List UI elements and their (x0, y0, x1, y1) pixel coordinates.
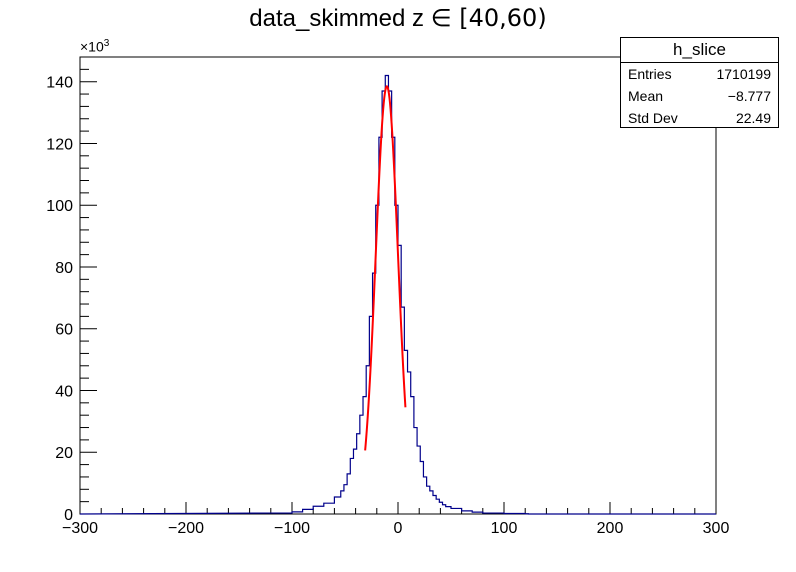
chart-title-text: data_skimmed z (249, 5, 425, 32)
stats-mean-value: −8.777 (727, 88, 771, 104)
y-tick-label: 120 (46, 136, 73, 153)
stats-entries-label: Entries (628, 66, 672, 82)
stats-entries-value: 1710199 (716, 66, 771, 82)
x-tick-label: 300 (703, 520, 730, 537)
x-tick-label: −300 (62, 520, 98, 537)
histogram-series (79, 74, 716, 515)
x-tick-label: −200 (168, 520, 204, 537)
x-tick-label: 100 (491, 520, 518, 537)
stats-entries-row: Entries 1710199 (621, 63, 778, 85)
stats-stddev-row: Std Dev 22.49 (621, 107, 778, 129)
y-multiplier-exp: 3 (103, 38, 110, 49)
y-tick-label: 140 (46, 75, 73, 92)
x-tick-label: 200 (597, 520, 624, 537)
stats-stddev-value: 22.49 (735, 110, 771, 126)
x-tick-label: −100 (274, 520, 310, 537)
stats-mean-row: Mean −8.777 (621, 85, 778, 107)
y-tick-label: 0 (64, 507, 73, 524)
y-multiplier: ×103 (80, 38, 109, 55)
y-tick-label: 20 (55, 445, 73, 462)
y-tick-label: 60 (55, 322, 73, 339)
chart-title-range: ∈ [40,60) (430, 4, 547, 32)
stats-mean-label: Mean (628, 88, 664, 104)
stats-stddev-label: Std Dev (628, 110, 678, 126)
y-multiplier-label: ×10 (80, 38, 104, 55)
y-tick-label: 100 (46, 198, 73, 215)
x-tick-label: 0 (394, 520, 403, 537)
y-tick-label: 40 (55, 383, 73, 400)
fit-curve (364, 84, 407, 451)
stats-box: h_slice Entries 1710199 Mean −8.777 Std … (620, 37, 779, 128)
chart-title: data_skimmed z ∈ [40,60) (0, 4, 796, 33)
y-tick-label: 80 (55, 260, 73, 277)
stats-box-name: h_slice (621, 38, 778, 63)
